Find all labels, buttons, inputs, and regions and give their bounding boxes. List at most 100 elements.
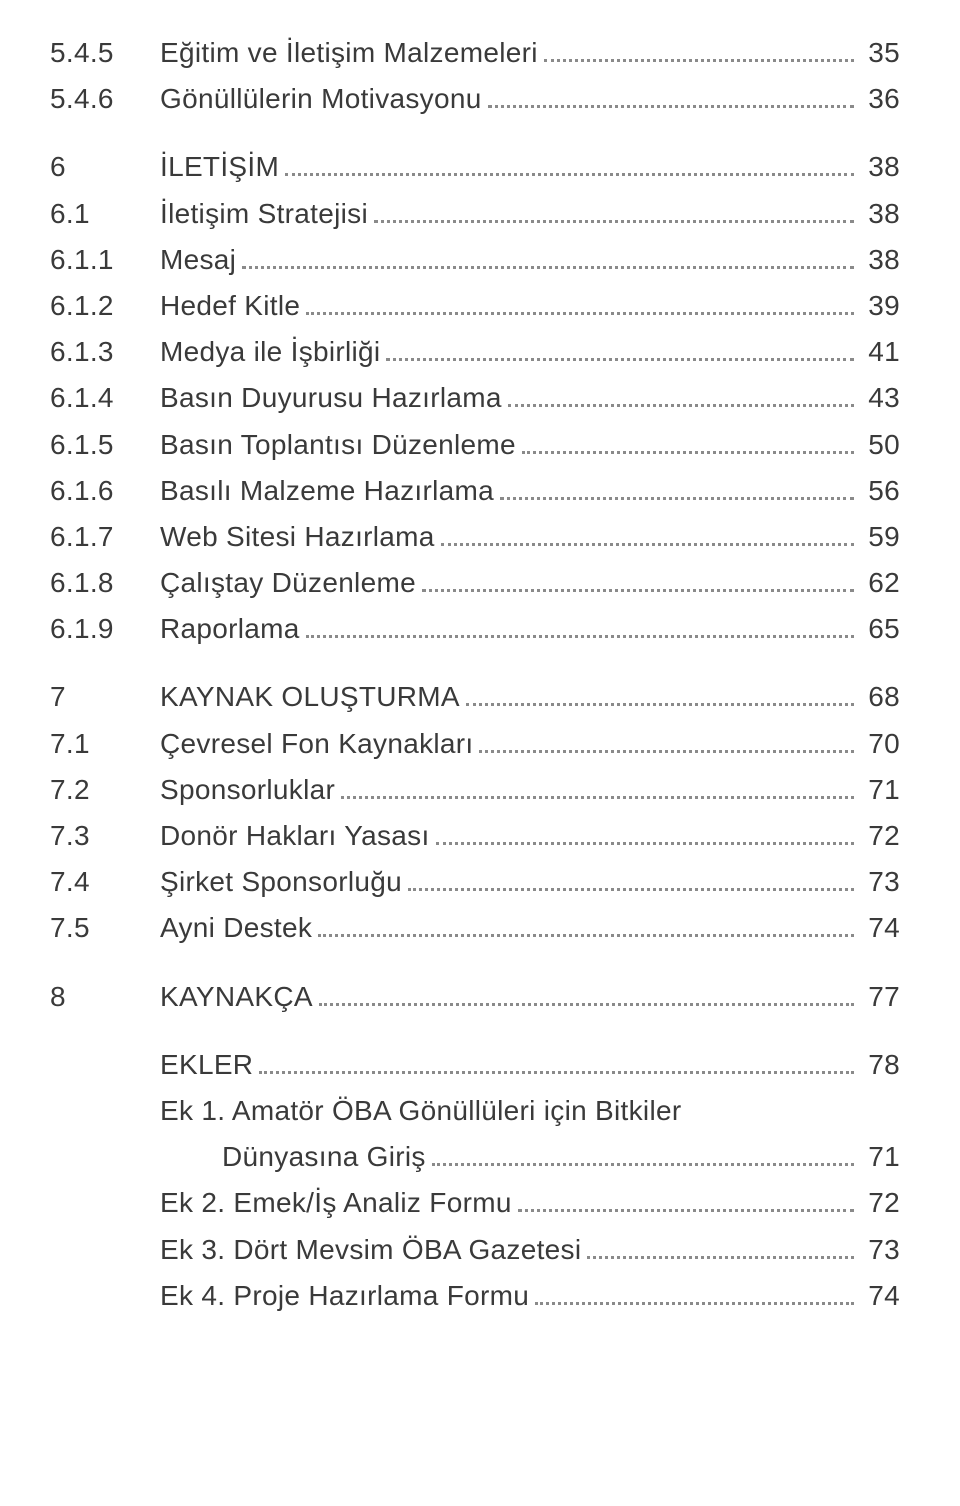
toc-entry: 5.4.6Gönüllülerin Motivasyonu36 bbox=[50, 76, 900, 122]
toc-title: Basın Duyurusu Hazırlama bbox=[160, 375, 502, 421]
toc-page-number: 35 bbox=[860, 30, 900, 76]
toc-number: 7.1 bbox=[50, 721, 160, 767]
toc-number: 7.3 bbox=[50, 813, 160, 859]
toc-entry: 6.1.5Basın Toplantısı Düzenleme 50 bbox=[50, 422, 900, 468]
toc-leader-dots bbox=[306, 635, 854, 638]
toc-leader-dots bbox=[441, 543, 854, 546]
toc-page-number: 68 bbox=[860, 674, 900, 720]
toc-page-number: 73 bbox=[860, 859, 900, 905]
toc-page-number: 43 bbox=[860, 375, 900, 421]
toc-entry: 7.3Donör Hakları Yasası72 bbox=[50, 813, 900, 859]
toc-title: Web Sitesi Hazırlama bbox=[160, 514, 435, 560]
toc-leader-dots bbox=[587, 1256, 854, 1259]
toc-number: 6.1 bbox=[50, 191, 160, 237]
toc-entry: 6.1.7Web Sitesi Hazırlama59 bbox=[50, 514, 900, 560]
toc-title: Raporlama bbox=[160, 606, 300, 652]
toc-page-number: 65 bbox=[860, 606, 900, 652]
toc-title: EKLER bbox=[160, 1042, 253, 1088]
toc-page-number: 38 bbox=[860, 237, 900, 283]
toc-title: Ek 1. Amatör ÖBA Gönüllüleri için Bitkil… bbox=[160, 1088, 681, 1134]
toc-title: Eğitim ve İletişim Malzemeleri bbox=[160, 30, 538, 76]
toc-leader-dots bbox=[432, 1163, 854, 1166]
toc-title: Basın Toplantısı Düzenleme bbox=[160, 422, 516, 468]
toc-entry: 5.4.5Eğitim ve İletişim Malzemeleri35 bbox=[50, 30, 900, 76]
toc-leader-dots bbox=[259, 1071, 854, 1074]
toc-entry: Dünyasına Giriş 71 bbox=[50, 1134, 900, 1180]
toc-entry: 6.1.8Çalıştay Düzenleme62 bbox=[50, 560, 900, 606]
toc-entry: Ek 4. Proje Hazırlama Formu74 bbox=[50, 1273, 900, 1319]
toc-title: Çalıştay Düzenleme bbox=[160, 560, 416, 606]
section-gap bbox=[50, 122, 900, 144]
toc-entry: EKLER78 bbox=[50, 1042, 900, 1088]
toc-page-number: 38 bbox=[860, 191, 900, 237]
toc-page-number: 71 bbox=[860, 767, 900, 813]
toc-entry: 6.1.2Hedef Kitle39 bbox=[50, 283, 900, 329]
toc-entry: Ek 1. Amatör ÖBA Gönüllüleri için Bitkil… bbox=[50, 1088, 900, 1134]
toc-page-number: 56 bbox=[860, 468, 900, 514]
toc-title: Basılı Malzeme Hazırlama bbox=[160, 468, 494, 514]
toc-leader-dots bbox=[518, 1209, 854, 1212]
toc-title: Gönüllülerin Motivasyonu bbox=[160, 76, 482, 122]
toc-entry: 7.5Ayni Destek 74 bbox=[50, 905, 900, 951]
toc-number: 7.4 bbox=[50, 859, 160, 905]
toc-title: Çevresel Fon Kaynakları bbox=[160, 721, 473, 767]
toc-page-number: 50 bbox=[860, 422, 900, 468]
toc-title: Sponsorluklar bbox=[160, 767, 335, 813]
toc-title: İletişim Stratejisi bbox=[160, 191, 368, 237]
toc-page-number: 71 bbox=[860, 1134, 900, 1180]
section-gap bbox=[50, 652, 900, 674]
toc-leader-dots bbox=[535, 1302, 854, 1305]
toc-leader-dots bbox=[386, 358, 854, 361]
toc-page-number: 62 bbox=[860, 560, 900, 606]
toc-page-number: 73 bbox=[860, 1227, 900, 1273]
toc-page-number: 41 bbox=[860, 329, 900, 375]
toc-entry: Ek 2. Emek/İş Analiz Formu 72 bbox=[50, 1180, 900, 1226]
toc-leader-dots bbox=[544, 59, 854, 62]
toc-title: Hedef Kitle bbox=[160, 283, 300, 329]
toc-title: Ayni Destek bbox=[160, 905, 312, 951]
toc-entry: 6İLETİŞİM 38 bbox=[50, 144, 900, 190]
toc-leader-dots bbox=[508, 404, 854, 407]
toc-title: Mesaj bbox=[160, 237, 236, 283]
toc-leader-dots bbox=[436, 842, 854, 845]
toc-entry: 6.1.1Mesaj38 bbox=[50, 237, 900, 283]
toc-number: 6 bbox=[50, 144, 160, 190]
toc-number: 6.1.3 bbox=[50, 329, 160, 375]
toc-title: Dünyasına Giriş bbox=[160, 1134, 426, 1180]
toc-leader-dots bbox=[422, 589, 854, 592]
toc-page-number: 72 bbox=[860, 1180, 900, 1226]
toc-leader-dots bbox=[319, 1003, 854, 1006]
toc-leader-dots bbox=[488, 105, 854, 108]
toc-entry: 7.1Çevresel Fon Kaynakları70 bbox=[50, 721, 900, 767]
toc-leader-dots bbox=[242, 266, 854, 269]
toc-title: Ek 2. Emek/İş Analiz Formu bbox=[160, 1180, 512, 1226]
section-gap bbox=[50, 952, 900, 974]
toc-title: Ek 3. Dört Mevsim ÖBA Gazetesi bbox=[160, 1227, 581, 1273]
toc-leader-dots bbox=[479, 750, 854, 753]
toc-leader-dots bbox=[374, 220, 854, 223]
toc-entry: 7.2Sponsorluklar71 bbox=[50, 767, 900, 813]
toc-number: 5.4.6 bbox=[50, 76, 160, 122]
toc-title: KAYNAKÇA bbox=[160, 974, 313, 1020]
toc-title: KAYNAK OLUŞTURMA bbox=[160, 674, 460, 720]
toc-number: 7.5 bbox=[50, 905, 160, 951]
toc-entry: 6.1.4Basın Duyurusu Hazırlama43 bbox=[50, 375, 900, 421]
toc-entry: 7.4Şirket Sponsorluğu73 bbox=[50, 859, 900, 905]
toc-number: 6.1.5 bbox=[50, 422, 160, 468]
toc-leader-dots bbox=[318, 934, 854, 937]
toc-number: 6.1.2 bbox=[50, 283, 160, 329]
toc-title: İLETİŞİM bbox=[160, 144, 279, 190]
toc-page-number: 74 bbox=[860, 905, 900, 951]
toc-number: 6.1.7 bbox=[50, 514, 160, 560]
table-of-contents: 5.4.5Eğitim ve İletişim Malzemeleri355.4… bbox=[50, 30, 900, 1319]
toc-entry: Ek 3. Dört Mevsim ÖBA Gazetesi 73 bbox=[50, 1227, 900, 1273]
section-gap bbox=[50, 1020, 900, 1042]
toc-number: 6.1.9 bbox=[50, 606, 160, 652]
toc-number: 7 bbox=[50, 674, 160, 720]
toc-entry: 6.1İletişim Stratejisi 38 bbox=[50, 191, 900, 237]
toc-number: 8 bbox=[50, 974, 160, 1020]
toc-title: Medya ile İşbirliği bbox=[160, 329, 380, 375]
toc-title: Ek 4. Proje Hazırlama Formu bbox=[160, 1273, 529, 1319]
toc-page-number: 38 bbox=[860, 144, 900, 190]
toc-entry: 6.1.9Raporlama 65 bbox=[50, 606, 900, 652]
